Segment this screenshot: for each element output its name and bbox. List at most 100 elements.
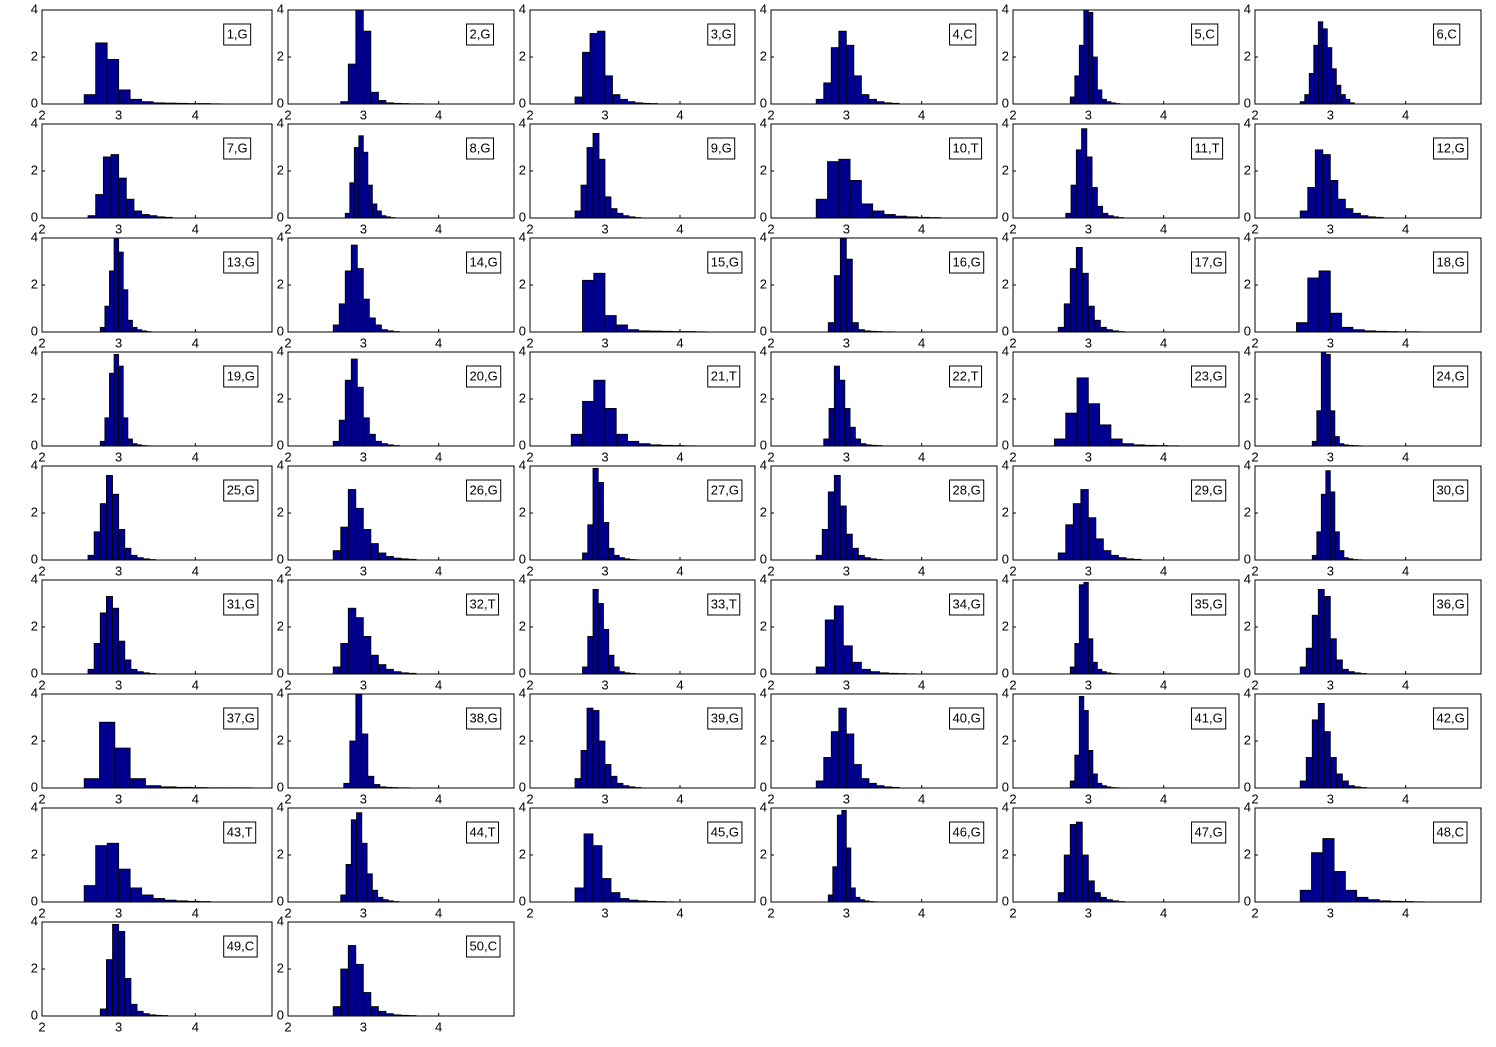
- bar: [355, 963, 364, 1017]
- y-tick-label: 0: [277, 323, 284, 338]
- bar: [374, 440, 382, 447]
- bar: [1329, 638, 1337, 675]
- y-tick-label: 0: [1244, 893, 1251, 908]
- y-tick-label: 4: [1002, 685, 1009, 700]
- bar: [854, 438, 862, 447]
- x-tick-label: 4: [435, 449, 442, 464]
- bar: [1101, 98, 1107, 105]
- bar: [1110, 438, 1123, 447]
- annotation: 19,G: [227, 368, 255, 383]
- bar: [836, 814, 843, 903]
- bar: [604, 75, 613, 105]
- bar: [603, 628, 610, 675]
- bar: [861, 203, 874, 219]
- annotation: 41,G: [1195, 710, 1223, 725]
- bar: [1322, 28, 1328, 105]
- bar: [83, 778, 100, 789]
- bar: [362, 417, 370, 447]
- bar: [827, 491, 835, 561]
- annotation: 10,T: [953, 140, 979, 155]
- x-tick-label: 4: [192, 563, 199, 578]
- bar: [118, 529, 126, 561]
- annotation-box: [223, 23, 252, 46]
- bar: [1316, 531, 1322, 561]
- bar: [1074, 75, 1080, 105]
- bar: [362, 298, 370, 333]
- x-tick-label: 4: [918, 335, 925, 350]
- y-tick-label: 2: [277, 504, 284, 519]
- y-tick-label: 4: [277, 115, 284, 130]
- x-tick-label: 4: [192, 677, 199, 692]
- y-tick-label: 2: [1244, 162, 1251, 177]
- x-tick-label: 3: [115, 1019, 122, 1034]
- bar: [1299, 889, 1312, 903]
- x-tick-label: 2: [1009, 107, 1016, 122]
- bar: [592, 845, 603, 903]
- y-tick-label: 0: [277, 893, 284, 908]
- annotation-box: [466, 23, 495, 46]
- x-tick-label: 4: [1402, 221, 1409, 236]
- bar: [849, 426, 856, 447]
- bar: [1304, 94, 1310, 105]
- y-tick-label: 0: [1002, 323, 1009, 338]
- x-tick-label: 3: [1085, 449, 1092, 464]
- bar: [95, 42, 108, 105]
- annotation-box: [1191, 479, 1227, 502]
- bar: [1311, 554, 1318, 561]
- bar: [1323, 596, 1331, 675]
- bar: [1087, 517, 1097, 561]
- bar: [850, 887, 856, 903]
- x-tick-label: 3: [1085, 677, 1092, 692]
- bar: [1352, 212, 1361, 219]
- bar: [376, 210, 382, 219]
- annotation: 32,T: [470, 596, 496, 611]
- annotation-box: [1191, 821, 1227, 844]
- bar: [355, 9, 364, 105]
- bar: [358, 135, 364, 219]
- x-tick-label: 2: [1009, 905, 1016, 920]
- annotation-box: [1433, 137, 1469, 160]
- x-tick-label: 4: [676, 905, 683, 920]
- bar: [356, 386, 364, 447]
- x-tick-label: 2: [767, 107, 774, 122]
- bar: [1075, 149, 1082, 219]
- y-tick-label: 4: [760, 1, 767, 16]
- y-tick-label: 4: [519, 799, 526, 814]
- bar: [106, 959, 113, 1017]
- bar: [815, 98, 825, 105]
- x-tick-label: 2: [38, 677, 45, 692]
- bar: [99, 1008, 107, 1017]
- x-tick-label: 4: [918, 905, 925, 920]
- y-tick-label: 4: [1244, 457, 1251, 472]
- bar: [338, 419, 346, 447]
- bar: [1057, 892, 1065, 903]
- bar: [1317, 703, 1325, 789]
- bar: [815, 554, 823, 561]
- bar: [340, 643, 349, 675]
- bar: [362, 636, 372, 675]
- x-tick-label: 4: [435, 677, 442, 692]
- y-tick-label: 4: [1244, 799, 1251, 814]
- bar: [1335, 773, 1343, 789]
- annotation-box: [466, 707, 502, 730]
- bar: [1307, 187, 1316, 219]
- bar: [854, 896, 861, 903]
- bar: [853, 764, 862, 789]
- y-tick-label: 2: [31, 618, 38, 633]
- bar: [1331, 68, 1337, 105]
- bar: [593, 379, 606, 447]
- y-tick-label: 2: [1244, 504, 1251, 519]
- bar: [127, 319, 133, 333]
- bar: [136, 1010, 144, 1017]
- annotation: 37,G: [227, 710, 255, 725]
- bar: [1322, 154, 1331, 219]
- y-tick-label: 4: [760, 343, 767, 358]
- bar: [839, 505, 847, 561]
- x-tick-label: 3: [1327, 677, 1334, 692]
- x-tick-label: 4: [1160, 335, 1167, 350]
- x-tick-label: 4: [1402, 677, 1409, 692]
- annotation: 13,G: [227, 254, 255, 269]
